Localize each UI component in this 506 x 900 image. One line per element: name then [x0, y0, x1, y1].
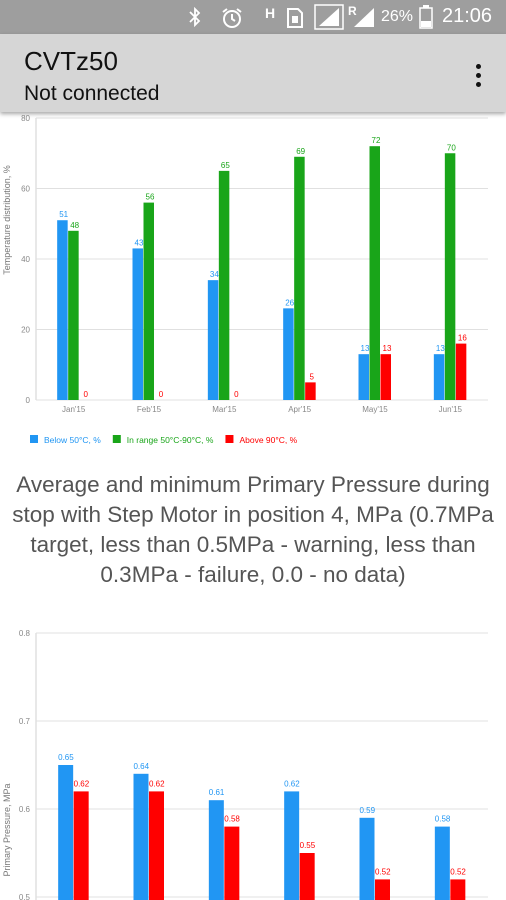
bar: [455, 343, 467, 400]
bar: [58, 765, 74, 900]
data-label: 0.52: [450, 867, 466, 876]
y-tick-label: 0.6: [19, 805, 31, 814]
bar: [149, 791, 164, 900]
network-type-label: H: [265, 5, 276, 21]
bar: [224, 826, 240, 900]
primary-pressure-chart: Primary Pressure, MPa 0.5 0.6 0.7 0.8 0.65 0…: [2, 629, 488, 900]
bar: [68, 230, 79, 400]
data-label: 34: [210, 270, 219, 279]
bar: [294, 156, 305, 400]
bar: [284, 791, 300, 900]
data-label: 0: [234, 390, 239, 399]
bar: [369, 146, 380, 400]
bar: [207, 280, 219, 400]
battery-percent: 26%: [381, 8, 414, 25]
y-tick-label: 0.7: [19, 717, 31, 726]
bar: [433, 354, 445, 400]
y-tick-label: 60: [21, 185, 30, 194]
data-label: 0.62: [284, 779, 300, 788]
data-label: 13: [361, 344, 370, 353]
data-label: 43: [135, 238, 144, 247]
app-bar: CVTz50 Not connected: [0, 34, 506, 112]
pressure-chart-title: Average and minimum Primary Pressure dur…: [12, 472, 494, 587]
bar: [358, 354, 369, 400]
data-label: 26: [285, 298, 294, 307]
bluetooth-icon: [188, 6, 202, 33]
y-tick-label: 20: [21, 326, 30, 335]
more-vert-icon[interactable]: [468, 60, 488, 90]
data-label: 13: [436, 344, 445, 353]
bar: [283, 308, 294, 400]
bar: [143, 202, 154, 400]
data-label: 0: [83, 390, 88, 399]
signal-icon-2: [352, 6, 376, 34]
data-label: 16: [458, 334, 467, 343]
bar: [434, 826, 450, 900]
signal-icon: [314, 4, 344, 36]
legend-label: Below 50°C, %: [44, 435, 101, 445]
legend-label: In range 50°C-90°C, %: [127, 435, 214, 445]
app-title: CVTz50: [24, 46, 118, 76]
data-label: 56: [146, 193, 155, 202]
legend-label: Above 90°C, %: [239, 435, 297, 445]
status-bar: H R 26% 21:06: [0, 0, 506, 34]
data-label: 0.55: [300, 841, 316, 850]
legend-swatch: [30, 435, 38, 443]
data-label: 48: [70, 221, 79, 230]
data-label: 0.59: [359, 806, 375, 815]
y-axis-label: Temperature distribution, %: [2, 165, 12, 275]
alarm-icon: [220, 7, 244, 35]
data-label: 51: [59, 210, 68, 219]
legend-swatch: [112, 435, 121, 443]
bar: [444, 153, 456, 400]
roaming-label: R: [348, 4, 357, 18]
bar: [208, 800, 224, 900]
sim-icon: [286, 7, 304, 35]
x-tick-label: Jun'15: [439, 405, 463, 414]
bar: [73, 791, 89, 900]
data-label: 0.64: [133, 762, 149, 771]
data-label: 0.61: [209, 788, 225, 797]
y-tick-label: 40: [21, 255, 30, 264]
bar: [359, 817, 375, 900]
x-tick-label: May'15: [362, 405, 388, 414]
bar: [218, 170, 230, 400]
data-label: 0.58: [224, 815, 240, 824]
x-tick-label: Feb'15: [137, 405, 162, 414]
x-tick-label: Jan'15: [62, 405, 86, 414]
bar: [133, 773, 149, 900]
y-tick-label: 0: [26, 396, 31, 405]
y-axis-label: Primary Pressure, MPa: [2, 783, 12, 876]
data-label: 0: [159, 390, 164, 399]
legend-swatch: [225, 435, 234, 443]
data-label: 72: [372, 136, 381, 145]
bar: [305, 382, 316, 400]
bar: [375, 879, 390, 900]
bar: [132, 248, 143, 400]
bar: [450, 879, 466, 900]
data-label: 13: [383, 344, 392, 353]
y-tick-label: 0.8: [19, 629, 31, 638]
data-label: 65: [221, 161, 230, 170]
connection-status: Not connected: [24, 82, 160, 105]
data-label: 0.62: [149, 779, 165, 788]
x-tick-label: Apr'15: [288, 405, 311, 414]
data-label: 70: [447, 143, 456, 152]
x-tick-label: Mar'15: [212, 405, 237, 414]
y-tick-label: 80: [21, 114, 30, 123]
bar: [57, 220, 68, 400]
battery-icon: [419, 5, 433, 35]
data-label: 0.52: [375, 867, 391, 876]
data-label: 0.58: [435, 815, 451, 824]
data-label: 0.62: [74, 779, 90, 788]
data-label: 5: [309, 372, 314, 381]
data-label: 69: [296, 147, 305, 156]
bar: [299, 853, 315, 900]
clock: 21:06: [442, 5, 493, 27]
y-tick-label: 0.5: [19, 893, 31, 900]
bar: [380, 354, 391, 400]
data-label: 0.65: [58, 753, 74, 762]
